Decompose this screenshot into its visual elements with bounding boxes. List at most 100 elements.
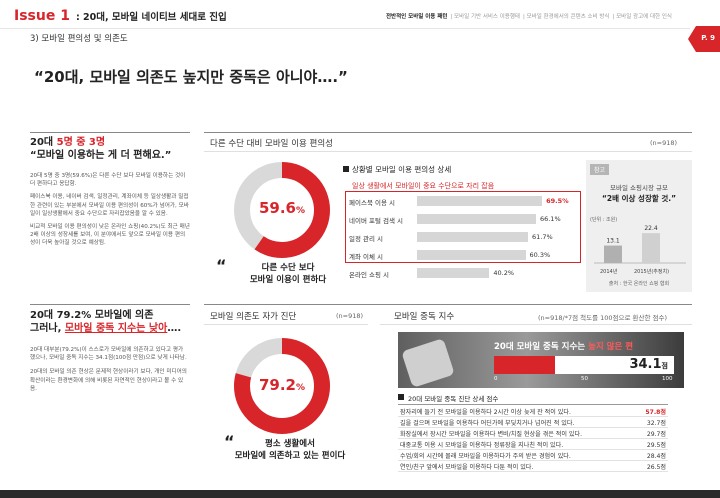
table-question: 수업/회의 시간에 몰래 모바일을 이용하다가 주의 받은 경험이 있다. <box>400 453 571 460</box>
bar-value: 40.2% <box>493 269 515 277</box>
section1-headline-b: “모바일 이용하는 게 더 편해요.” <box>30 150 172 161</box>
bar-track <box>417 232 597 242</box>
donut-1-arc <box>234 162 330 258</box>
banner-text-b: 높지 않은 편 <box>588 342 634 352</box>
reference-bar-label: 22.4 <box>644 225 658 232</box>
index-title: 모바일 중독 지수 <box>394 312 455 322</box>
banner-text: 20대 모바일 중독 지수는 높지 않은 편 <box>494 340 633 352</box>
bar-value: 61.7% <box>532 233 553 241</box>
bar-label: 네이버 포털 검색 시 <box>349 217 404 225</box>
donut-1-caption-a: 다른 수단 보다 <box>261 263 315 273</box>
bar-fill <box>417 196 543 206</box>
page-quote: “20대, 모바일 의존도 높지만 중독은 아니야….” <box>34 68 348 86</box>
section2-panel-n: (n=918) <box>336 312 364 320</box>
table-row: 연인/친구 앞에서 모바일을 이용하다 다툰 적이 있다. 26.5점 <box>398 461 668 472</box>
detail-bullet <box>343 166 349 172</box>
section2-panel-title: 모바일 의존도 자가 진단 <box>210 312 297 322</box>
detail-score-table: 20대 모바일 중독 진단 상세 점수 잠자리에 들기 전 모바일을 이용하다 … <box>398 394 668 492</box>
table-question: 연인/친구 앞에서 모바일을 이용하다 다툰 적이 있다. <box>400 464 534 471</box>
bar-value: 66.1% <box>539 215 561 223</box>
bar-fill <box>417 268 490 278</box>
section1-panel-n: (n=918) <box>650 139 678 147</box>
bar-row: 페이스북 이용 시 69.5% <box>345 195 645 208</box>
section1-headline-a: 20대 5명 중 3명 <box>30 137 106 148</box>
donut-2-value: 79.2% <box>258 376 306 394</box>
table-score: 29.7점 <box>646 431 666 438</box>
top-nav: 전반적인 모바일 이용 패턴 | 모바일 기반 서비스 이용행태 | 모바일 환경에… <box>386 14 672 20</box>
table-question: 길을 걸으며 모바일을 이용하다 어딘가에 부딪치거나 넘어진 적 있다. <box>400 420 575 427</box>
banner-text-a: 20대 모바일 중독 지수는 <box>494 342 586 352</box>
issue-title: : 20대, 모바일 네이티브 세대로 진입 <box>75 12 227 23</box>
nav-item-contents[interactable]: 모바일 환경에서의 콘텐츠 소비 방식 <box>526 14 610 20</box>
issue-label: Issue 1 <box>14 8 70 24</box>
table-score: 57.8점 <box>645 409 666 416</box>
section1-panel-subrule <box>204 151 692 152</box>
index-n: (n=918/*7점 척도를 100점으로 환산한 점수) <box>538 314 668 322</box>
donut-2-caption-a: 평소 생활에서 <box>265 439 315 449</box>
reference-box: 참고 모바일 쇼핑시장 규모 “2배 이상 성장할 것.” (단위 : 조원) … <box>586 160 692 292</box>
bar-track <box>417 196 597 206</box>
nav-item-ads[interactable]: 모바일 광고에 대한 인식 <box>616 14 672 20</box>
reference-source: 출처 : 한국 온라인 쇼핑 협회 <box>608 281 670 287</box>
table-row: 화장실에서 장시간 모바일을 이용하다 변비/치질 현상을 겪은 적이 있다. 2… <box>398 428 668 439</box>
section1-para-3: 비교적 모바일 이용 편의성이 낮은 온라인 쇼핑(40.2%)도 최근 매년 … <box>30 224 190 247</box>
nav-item-services[interactable]: 모바일 기반 서비스 이용행태 <box>454 14 520 20</box>
section2-body: 20대 대부분(79.2%)이 스스로가 모바일에 의존하고 있다고 평가 했으… <box>30 346 190 393</box>
table-question: 화장실에서 장시간 모바일을 이용하다 변비/치질 현상을 겪은 적이 있다. <box>400 431 583 438</box>
bar-label: 페이스북 이용 시 <box>349 199 395 207</box>
nav-item-usage-pattern[interactable]: 전반적인 모바일 이용 패턴 <box>386 14 448 20</box>
bar-fill <box>417 232 529 242</box>
table-title: 20대 모바일 중독 진단 상세 점수 <box>408 395 499 403</box>
reference-bar <box>604 245 622 263</box>
table-score: 26.5점 <box>646 464 666 471</box>
reference-title: 모바일 쇼핑시장 규모 <box>610 184 668 192</box>
headline-highlight-2: 모바일 중독 지수는 낮아 <box>64 323 168 334</box>
index-banner: 20대 모바일 중독 지수는 높지 않은 편 34.1점 0 50 100 <box>398 332 684 388</box>
donut-1-value: 59.6% <box>258 199 306 217</box>
table-row: 잠자리에 들기 전 모바일을 이용하다 2시간 이상 늦게 잔 적이 있다. 57… <box>398 406 668 417</box>
table-bullet <box>398 394 404 400</box>
section2-para-1: 20대 대부분(79.2%)이 스스로가 모바일에 의존하고 있다고 평가 했으… <box>30 347 187 362</box>
table-row: 대중교통 이용 시 모바일을 이용하다 정류장을 지나친 적이 있다. 29.5점 <box>398 439 668 450</box>
donut-2-number: 79.2 <box>258 376 296 394</box>
section1-panel-rule <box>204 132 692 133</box>
table-top-rule <box>398 404 668 405</box>
scale-mid: 50 <box>581 376 588 382</box>
index-subrule <box>380 324 692 325</box>
issue-heading: Issue 1 : 20대, 모바일 네이티브 세대로 진입 <box>14 8 227 24</box>
dependency-donut-2 <box>234 338 330 434</box>
table-score: 29.5점 <box>646 442 666 449</box>
table-row: 수업/회의 시간에 몰래 모바일을 이용하다가 주의 받은 경험이 있다. 28.… <box>398 450 668 461</box>
score-number: 34.1 <box>629 357 662 372</box>
bar-value: 69.5% <box>546 197 569 205</box>
section1-panel-title: 다른 수단 대비 모바일 이용 편의성 <box>210 139 333 149</box>
table-score: 28.4점 <box>646 453 666 460</box>
detail-bar-chart: 페이스북 이용 시 69.5% 네이버 포털 검색 시 66.1% 일정 관리 … <box>345 195 645 285</box>
index-rule <box>380 304 692 305</box>
bar-row: 온라인 쇼핑 시 40.2% <box>345 267 645 280</box>
phone-image <box>401 338 455 388</box>
section2-panel-subrule <box>204 324 368 325</box>
bar-row: 일정 관리 시 61.7% <box>345 231 645 244</box>
reference-unit: (단위 : 조원) <box>590 217 618 223</box>
bar-label: 일정 관리 시 <box>349 235 384 243</box>
quote-mark-2: “ <box>224 432 235 451</box>
donut-2-arc <box>234 338 330 434</box>
detail-highlight-box <box>345 191 581 263</box>
detail-note: 일상 생활에서 모바일이 중요 수단으로 자리 잡음 <box>352 182 495 190</box>
header-rule <box>0 28 690 29</box>
reference-bar <box>642 233 660 263</box>
section2-para-2: 20대의 모바일 의존 현상은 문제적 현상이라기 보다, 개인 미디어의 확산… <box>30 369 187 392</box>
donut-1-caption-b: 모바일 이용이 편하다 <box>249 275 327 285</box>
subheading: 3) 모바일 편의성 및 의존도 <box>30 34 128 44</box>
section1-left-rule <box>30 132 190 133</box>
score-value: 34.1점 <box>629 357 668 372</box>
detail-title: 상황별 모바일 이용 편의성 상세 <box>352 165 452 174</box>
quote-mark-1: “ <box>216 256 227 275</box>
reference-bar-label: 13.1 <box>606 238 620 245</box>
table-question: 잠자리에 들기 전 모바일을 이용하다 2시간 이상 늦게 잔 적이 있다. <box>400 409 571 416</box>
scale-max: 100 <box>662 376 673 382</box>
score-track: 34.1점 <box>494 356 674 374</box>
scale-min: 0 <box>494 376 498 382</box>
bar-label: 온라인 쇼핑 시 <box>349 271 390 279</box>
